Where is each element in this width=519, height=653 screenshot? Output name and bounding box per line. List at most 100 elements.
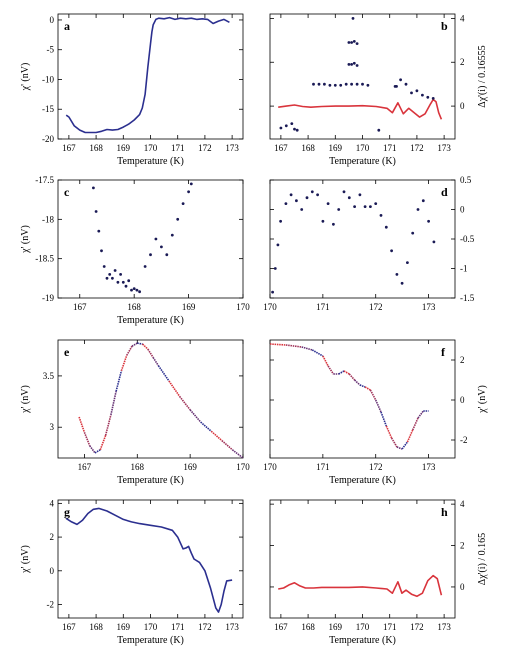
y-tick-label: 4 — [460, 13, 465, 23]
plot-frame — [57, 339, 244, 459]
plot-frame — [269, 179, 456, 299]
x-tick-label: 167 — [62, 622, 76, 632]
series-segment — [94, 449, 101, 454]
data-point — [94, 210, 98, 213]
data-point — [352, 61, 356, 65]
y-tick-label: 2 — [50, 532, 55, 542]
x-axis-label: Temperature (K) — [117, 315, 184, 326]
x-tick-label: 173 — [437, 622, 451, 632]
x-tick-label: 171 — [316, 302, 330, 312]
data-point — [353, 205, 356, 209]
x-tick-label: 168 — [89, 143, 103, 153]
series-segment — [137, 342, 143, 345]
data-point — [279, 219, 282, 223]
data-point — [92, 186, 95, 190]
data-point — [111, 276, 114, 280]
series-line — [65, 16, 230, 134]
x-tick-label: 172 — [369, 462, 383, 472]
x-tick-label: 173 — [437, 143, 451, 153]
y-tick-label: -18 — [42, 214, 54, 224]
series-segment — [327, 365, 335, 375]
y-axis-label: χ' (nV) — [20, 385, 31, 414]
y-tick-label: 4 — [50, 498, 55, 508]
series-segment — [354, 379, 361, 386]
data-point — [102, 265, 106, 268]
x-tick-label: 173 — [225, 622, 239, 632]
data-point — [189, 182, 193, 186]
data-point — [165, 253, 169, 257]
series-segment — [99, 435, 107, 451]
x-tick-label: 173 — [422, 302, 436, 312]
panel-letter: a — [64, 19, 70, 33]
data-point — [176, 217, 180, 221]
data-point — [384, 225, 388, 229]
x-tick-label: 167 — [73, 302, 87, 312]
x-tick-label: 172 — [198, 622, 212, 632]
series-segment — [189, 409, 202, 423]
data-point — [160, 245, 163, 249]
data-point — [323, 82, 326, 86]
data-point — [119, 273, 122, 276]
series-segment — [385, 425, 393, 439]
x-tick-label: 170 — [263, 302, 277, 312]
panel-f: 170 171 172 173 2 0 -2 Temperature (K) χ' (nV) f — [263, 339, 488, 486]
panel-a: 167 168 169 170 171 172 173 0 -5 -10 -15 -20 Tempera… — [20, 13, 244, 167]
x-tick-label: 172 — [410, 143, 424, 153]
x-tick-label: 167 — [274, 143, 288, 153]
series-line — [278, 98, 443, 120]
y-tick-label: 2 — [460, 541, 465, 551]
series-segment — [301, 346, 313, 351]
x-axis-label: Temperature (K) — [329, 635, 396, 646]
data-point — [379, 214, 383, 217]
series-segment — [178, 395, 191, 411]
data-point — [187, 190, 191, 194]
data-point — [431, 97, 435, 100]
data-point — [113, 269, 117, 272]
data-point — [284, 202, 288, 206]
data-point — [108, 273, 112, 276]
y-tick-label: -5 — [47, 45, 55, 55]
data-point — [399, 78, 402, 82]
data-point — [321, 219, 325, 223]
y-tick-label: 4 — [460, 499, 465, 509]
series-segment — [364, 386, 371, 391]
data-point — [390, 249, 393, 253]
series-segment — [147, 348, 154, 358]
x-tick-label: 168 — [127, 302, 141, 312]
series-segment — [78, 416, 86, 433]
series-segment — [83, 432, 91, 446]
data-point — [432, 240, 436, 244]
data-point — [295, 199, 298, 203]
plot-frame — [269, 499, 456, 619]
x-tick-label: 168 — [131, 462, 145, 472]
series-segment — [359, 384, 366, 388]
data-point — [290, 122, 294, 125]
y-tick-label: 2 — [460, 355, 465, 365]
data-point — [395, 273, 399, 276]
y-tick-label: -1 — [460, 264, 468, 274]
panel-c: 167 168 169 170 -17.5 -18 -18.5 -19 Temperature … — [20, 175, 250, 326]
series-segment — [417, 410, 424, 419]
series-segment — [338, 370, 345, 375]
data-point — [358, 193, 362, 197]
data-point — [170, 233, 174, 237]
data-point — [97, 229, 101, 233]
x-tick-label: 170 — [236, 302, 250, 312]
data-point — [347, 63, 351, 66]
data-point — [366, 83, 370, 87]
data-point — [289, 193, 293, 197]
data-point — [284, 124, 288, 128]
x-axis-label: Temperature (K) — [117, 475, 184, 486]
data-point — [342, 190, 346, 194]
series-segment — [348, 373, 356, 381]
y-tick-label: 3 — [50, 422, 55, 432]
y-tick-label: -15 — [42, 104, 54, 114]
x-tick-label: 168 — [89, 622, 103, 632]
y-axis-label: χ' (nV) — [477, 385, 488, 414]
data-point — [421, 93, 424, 97]
x-tick-label: 172 — [369, 302, 383, 312]
data-point — [355, 64, 359, 67]
data-point — [273, 267, 277, 270]
data-point — [132, 287, 136, 290]
data-point — [149, 253, 152, 257]
